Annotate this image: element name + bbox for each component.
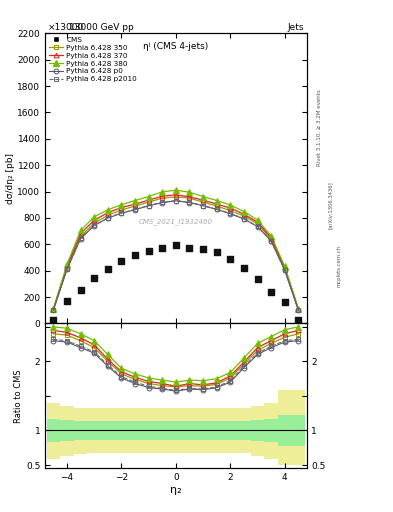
Point	[77, 286, 84, 294]
Text: Rivet 3.1.10, ≥ 3.2M events: Rivet 3.1.10, ≥ 3.2M events	[316, 90, 321, 166]
Point	[282, 298, 288, 306]
Point	[186, 244, 193, 252]
Legend: CMS, Pythia 6.428 350, Pythia 6.428 370, Pythia 6.428 380, Pythia 6.428 p0, Pyth: CMS, Pythia 6.428 350, Pythia 6.428 370,…	[48, 35, 138, 83]
Text: ηʲ (CMS 4-jets): ηʲ (CMS 4-jets)	[143, 42, 209, 51]
Point	[64, 297, 70, 305]
Point	[268, 288, 274, 296]
Point	[295, 316, 301, 324]
Point	[105, 265, 111, 273]
Y-axis label: dσ/dη₂ [pb]: dσ/dη₂ [pb]	[6, 153, 15, 204]
Point	[159, 244, 165, 252]
Point	[50, 316, 57, 324]
Text: CMS_2021_I1932460: CMS_2021_I1932460	[139, 219, 213, 225]
Point	[241, 264, 247, 272]
Point	[118, 257, 125, 265]
Text: 13000 GeV pp: 13000 GeV pp	[69, 23, 134, 32]
Point	[227, 255, 233, 263]
Point	[132, 251, 138, 260]
X-axis label: η₂: η₂	[170, 485, 182, 495]
Point	[173, 241, 179, 249]
Point	[254, 275, 261, 283]
Point	[200, 245, 206, 253]
Text: ×13000: ×13000	[48, 23, 84, 32]
Y-axis label: Ratio to CMS: Ratio to CMS	[14, 369, 23, 423]
Point	[91, 274, 97, 282]
Text: Jets: Jets	[287, 23, 304, 32]
Text: [arXiv:1306.3436]: [arXiv:1306.3436]	[328, 181, 333, 229]
Point	[145, 247, 152, 255]
Point	[213, 248, 220, 257]
Text: mcplots.cern.ch: mcplots.cern.ch	[336, 245, 341, 287]
